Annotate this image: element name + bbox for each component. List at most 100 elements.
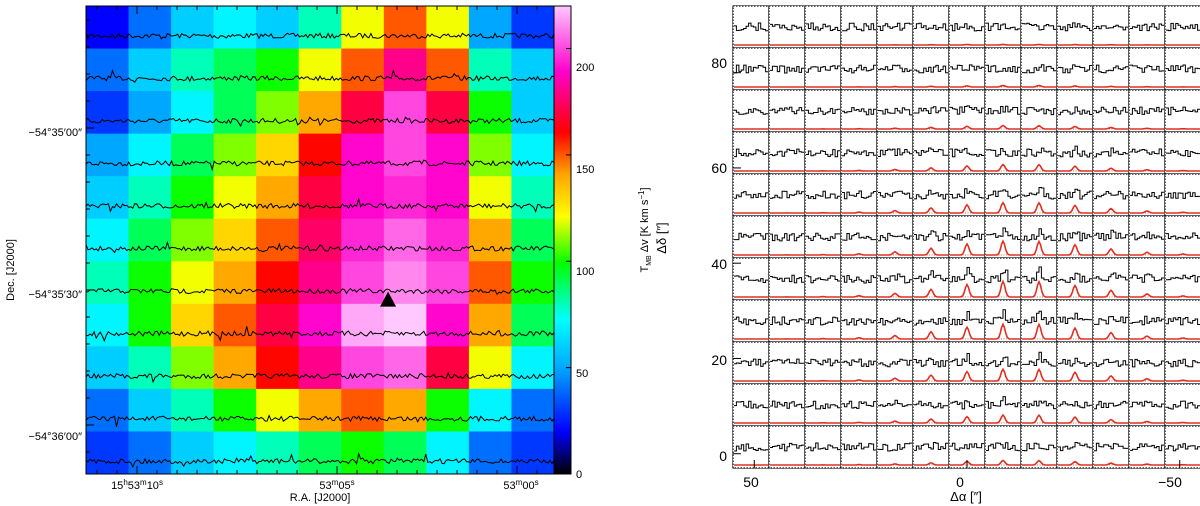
model-trace — [1130, 464, 1164, 465]
spectrum-cell — [913, 216, 949, 258]
map-cell — [511, 431, 554, 474]
map-cell — [171, 261, 214, 304]
map-cell — [426, 91, 469, 134]
spectrum-cell — [949, 216, 985, 258]
spectrum-cell — [733, 6, 769, 48]
map-cell — [299, 91, 342, 134]
colorbar-tick-label: 150 — [576, 164, 594, 176]
map-cell — [129, 304, 172, 347]
map-cell — [511, 389, 554, 432]
spectrum-cell — [1021, 48, 1057, 90]
spectrum-cell — [733, 342, 769, 384]
spectrum-cell — [841, 300, 877, 342]
spectrum-cell-frame — [1129, 384, 1165, 426]
ddelta-tick-label: 80 — [711, 55, 727, 71]
map-cell — [214, 176, 257, 219]
dec-tick-label: −54°35′30″ — [29, 289, 83, 301]
spectrum-cell — [1165, 258, 1200, 300]
spectrum-cell — [985, 132, 1021, 174]
model-trace — [878, 128, 912, 129]
dec-axis-label: Dec. [J2000] — [5, 239, 17, 301]
map-cell — [86, 6, 129, 49]
spectrum-cell — [949, 174, 985, 216]
dalpha-axis-label: Δα [″] — [950, 489, 982, 504]
spectrum-cell — [1093, 48, 1129, 90]
spectrum-cell — [1093, 6, 1129, 48]
map-cell — [341, 134, 384, 177]
spectrum-cell — [1129, 384, 1165, 426]
spectrum-cell — [1057, 426, 1093, 468]
model-trace — [1022, 45, 1056, 46]
spectrum-cell — [877, 90, 913, 132]
spectrum-cell — [985, 258, 1021, 300]
spectrum-cell — [841, 174, 877, 216]
map-cell — [426, 389, 469, 432]
colorbar-gradient — [554, 6, 571, 474]
map-cell — [341, 49, 384, 92]
ra-tick-label: 15h53m10s — [111, 478, 163, 492]
map-cell — [299, 176, 342, 219]
map-cell — [511, 91, 554, 134]
spectrum-cell-frame — [877, 174, 913, 216]
map-cell — [299, 304, 342, 347]
spectrum-cell — [913, 6, 949, 48]
map-cell — [384, 389, 427, 432]
map-cell — [171, 431, 214, 474]
spectrum-cell — [769, 90, 805, 132]
spectrum-cell — [1165, 48, 1200, 90]
spectrum-cell-frame — [1165, 216, 1200, 258]
dec-tick-label: −54°36′00″ — [29, 431, 83, 443]
spectrum-cell — [985, 90, 1021, 132]
map-cell — [384, 91, 427, 134]
spectrum-cell — [985, 426, 1021, 468]
spectrum-cell-frame — [769, 132, 805, 174]
spectrum-cell — [733, 90, 769, 132]
spectrum-cell — [1093, 342, 1129, 384]
map-cell — [341, 219, 384, 262]
spectrum-cell — [1129, 174, 1165, 216]
colorbar-tick-label: 200 — [576, 62, 594, 74]
spectrum-cell — [805, 342, 841, 384]
ra-tick-label: 53m05s — [319, 478, 354, 492]
map-cell — [214, 219, 257, 262]
spectrum-cell — [769, 216, 805, 258]
model-trace — [842, 212, 876, 213]
spectrum-cell — [1021, 6, 1057, 48]
map-cell — [86, 431, 129, 474]
spectrum-cell-frame — [1021, 342, 1057, 384]
model-trace — [1166, 423, 1200, 424]
map-cell — [256, 261, 299, 304]
spectrum-cell — [733, 216, 769, 258]
map-cell — [384, 134, 427, 177]
spectrum-cell — [1057, 48, 1093, 90]
spectrum-cell — [1129, 300, 1165, 342]
map-cell — [511, 261, 554, 304]
spectrum-cell — [1021, 90, 1057, 132]
map-cell — [426, 6, 469, 49]
map-cell — [256, 431, 299, 474]
spectrum-cell-frame — [733, 6, 769, 48]
spectrum-cell — [769, 300, 805, 342]
spectrum-cell — [877, 258, 913, 300]
map-cell — [384, 346, 427, 389]
spectrum-cell — [1093, 216, 1129, 258]
colorbar-tick-label: 100 — [576, 266, 594, 278]
map-cell — [256, 91, 299, 134]
spectrum-cell — [841, 342, 877, 384]
map-cell — [384, 176, 427, 219]
spectrum-cell — [805, 48, 841, 90]
map-cell — [469, 346, 512, 389]
map-cell — [171, 176, 214, 219]
map-cell — [511, 49, 554, 92]
map-cell — [214, 346, 257, 389]
map-cell — [299, 431, 342, 474]
map-cell — [171, 134, 214, 177]
map-cell — [426, 261, 469, 304]
map-cell — [129, 134, 172, 177]
spectrum-cell — [877, 216, 913, 258]
spectrum-cell — [1093, 132, 1129, 174]
ra-axis-label: R.A. [J2000] — [290, 492, 351, 504]
map-cell — [299, 389, 342, 432]
spectrum-cell — [1129, 258, 1165, 300]
ddelta-tick-label: 60 — [711, 160, 727, 176]
